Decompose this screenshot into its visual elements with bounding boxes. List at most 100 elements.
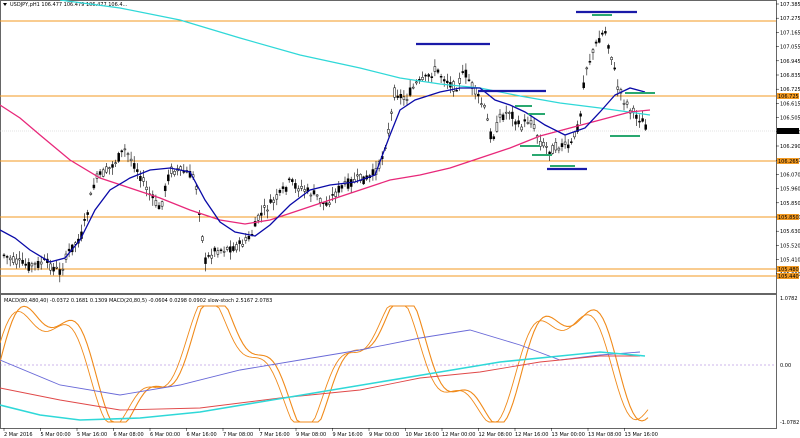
- candle-body: [480, 103, 483, 105]
- price-scale-label: 106.835: [780, 73, 800, 79]
- candle-body: [331, 194, 334, 196]
- candle-body: [154, 200, 158, 206]
- stochastic-d-line: [0, 305, 649, 423]
- price-scale-label: 107.385: [780, 2, 800, 8]
- candle-body: [12, 256, 15, 263]
- candle-body: [244, 237, 248, 241]
- time-axis-label: 2 Mar 2016: [4, 432, 33, 438]
- candle-body: [328, 202, 331, 205]
- candle-body: [108, 167, 111, 169]
- candle-body: [452, 81, 455, 92]
- candle-body: [560, 143, 564, 148]
- candle-body: [613, 67, 616, 70]
- price-level-tag: [777, 158, 799, 164]
- candle-body: [554, 142, 558, 151]
- candle-body: [15, 258, 18, 265]
- candle-body: [517, 120, 520, 125]
- candle-body: [179, 166, 182, 170]
- current-price-label: 106.479: [778, 129, 799, 135]
- candle-body: [396, 95, 399, 98]
- candle-body: [101, 169, 105, 177]
- candle-body: [117, 153, 120, 162]
- time-axis-label: 7 Mar 08:00: [223, 432, 253, 438]
- candle-body: [405, 99, 409, 101]
- price-scale-label: 105.520: [780, 243, 800, 249]
- current-price-tag: [777, 128, 799, 134]
- candle-body: [18, 258, 21, 261]
- candle-body: [24, 263, 27, 266]
- candle-body: [232, 246, 235, 251]
- candle-body: [371, 169, 375, 176]
- candle-body: [588, 61, 592, 63]
- candle-body: [495, 122, 499, 132]
- candle-body: [269, 199, 272, 203]
- candle-body: [641, 118, 644, 122]
- price-scale-label: 107.165: [780, 30, 800, 36]
- candle-body: [167, 174, 170, 182]
- candle-body: [8, 257, 12, 261]
- time-axis-label: 5 Mar 00:00: [41, 432, 71, 438]
- candle-body: [21, 259, 24, 264]
- time-axis-label: 10 Mar 16:00: [406, 432, 439, 438]
- candle-body: [139, 176, 142, 181]
- time-axis-label: 13 Mar 16:00: [625, 432, 658, 438]
- candle-body: [644, 124, 647, 130]
- price-scale-label: 106.505: [780, 116, 800, 122]
- candle-body: [222, 250, 226, 253]
- candle-body: [433, 66, 437, 72]
- candle-body: [241, 244, 244, 247]
- candle-body: [442, 79, 446, 82]
- candle-body: [579, 113, 582, 117]
- candle-body: [157, 205, 161, 210]
- candle-body: [49, 263, 52, 271]
- price-scale-label: 105.410: [780, 258, 800, 264]
- candle-body: [89, 192, 93, 195]
- candle-body: [98, 171, 102, 175]
- indicator-scale-label: 1.0782: [780, 296, 798, 302]
- price-level-tag: [777, 273, 799, 279]
- time-axis-label: 9 Mar 16:00: [333, 432, 363, 438]
- candle-body: [170, 166, 173, 174]
- candle-body: [325, 202, 328, 206]
- time-axis-label: 6 Mar 00:00: [150, 432, 180, 438]
- candle-body: [356, 174, 359, 177]
- candle-body: [253, 221, 257, 227]
- candle-body: [393, 87, 396, 98]
- candle-body: [312, 190, 316, 195]
- candle-body: [573, 131, 576, 138]
- candle-body: [201, 236, 204, 241]
- macd-histogram-line: [0, 351, 646, 421]
- candle-body: [359, 174, 362, 182]
- candle-body: [123, 148, 127, 151]
- candle-body: [315, 194, 319, 197]
- candle-body: [225, 246, 229, 250]
- time-axis-label: 12 Mar 16:00: [515, 432, 548, 438]
- candle-body: [604, 31, 607, 34]
- candle-body: [92, 184, 96, 189]
- candle-body: [213, 247, 217, 252]
- candle-body: [461, 71, 465, 73]
- candle-body: [566, 144, 570, 149]
- candle-body: [616, 86, 620, 90]
- candle-body: [287, 178, 291, 181]
- candle-body: [318, 198, 322, 203]
- price-level-tag-label: 106.265: [778, 159, 799, 165]
- candle-body: [207, 255, 210, 257]
- candle-body: [297, 188, 300, 192]
- candle-body: [136, 169, 139, 172]
- candle-body: [622, 102, 626, 105]
- candle-body: [436, 69, 440, 73]
- candle-body: [504, 111, 508, 114]
- price-scale-label: 105.960: [780, 187, 800, 193]
- candle-body: [83, 218, 86, 221]
- candle-body: [514, 121, 517, 125]
- indicator-pane-frame: [0, 294, 777, 429]
- candle-body: [563, 141, 567, 145]
- candle-body: [86, 212, 89, 215]
- candle-body: [421, 77, 424, 80]
- candle-body: [216, 250, 220, 255]
- candle-body: [532, 124, 536, 129]
- candle-body: [284, 187, 288, 192]
